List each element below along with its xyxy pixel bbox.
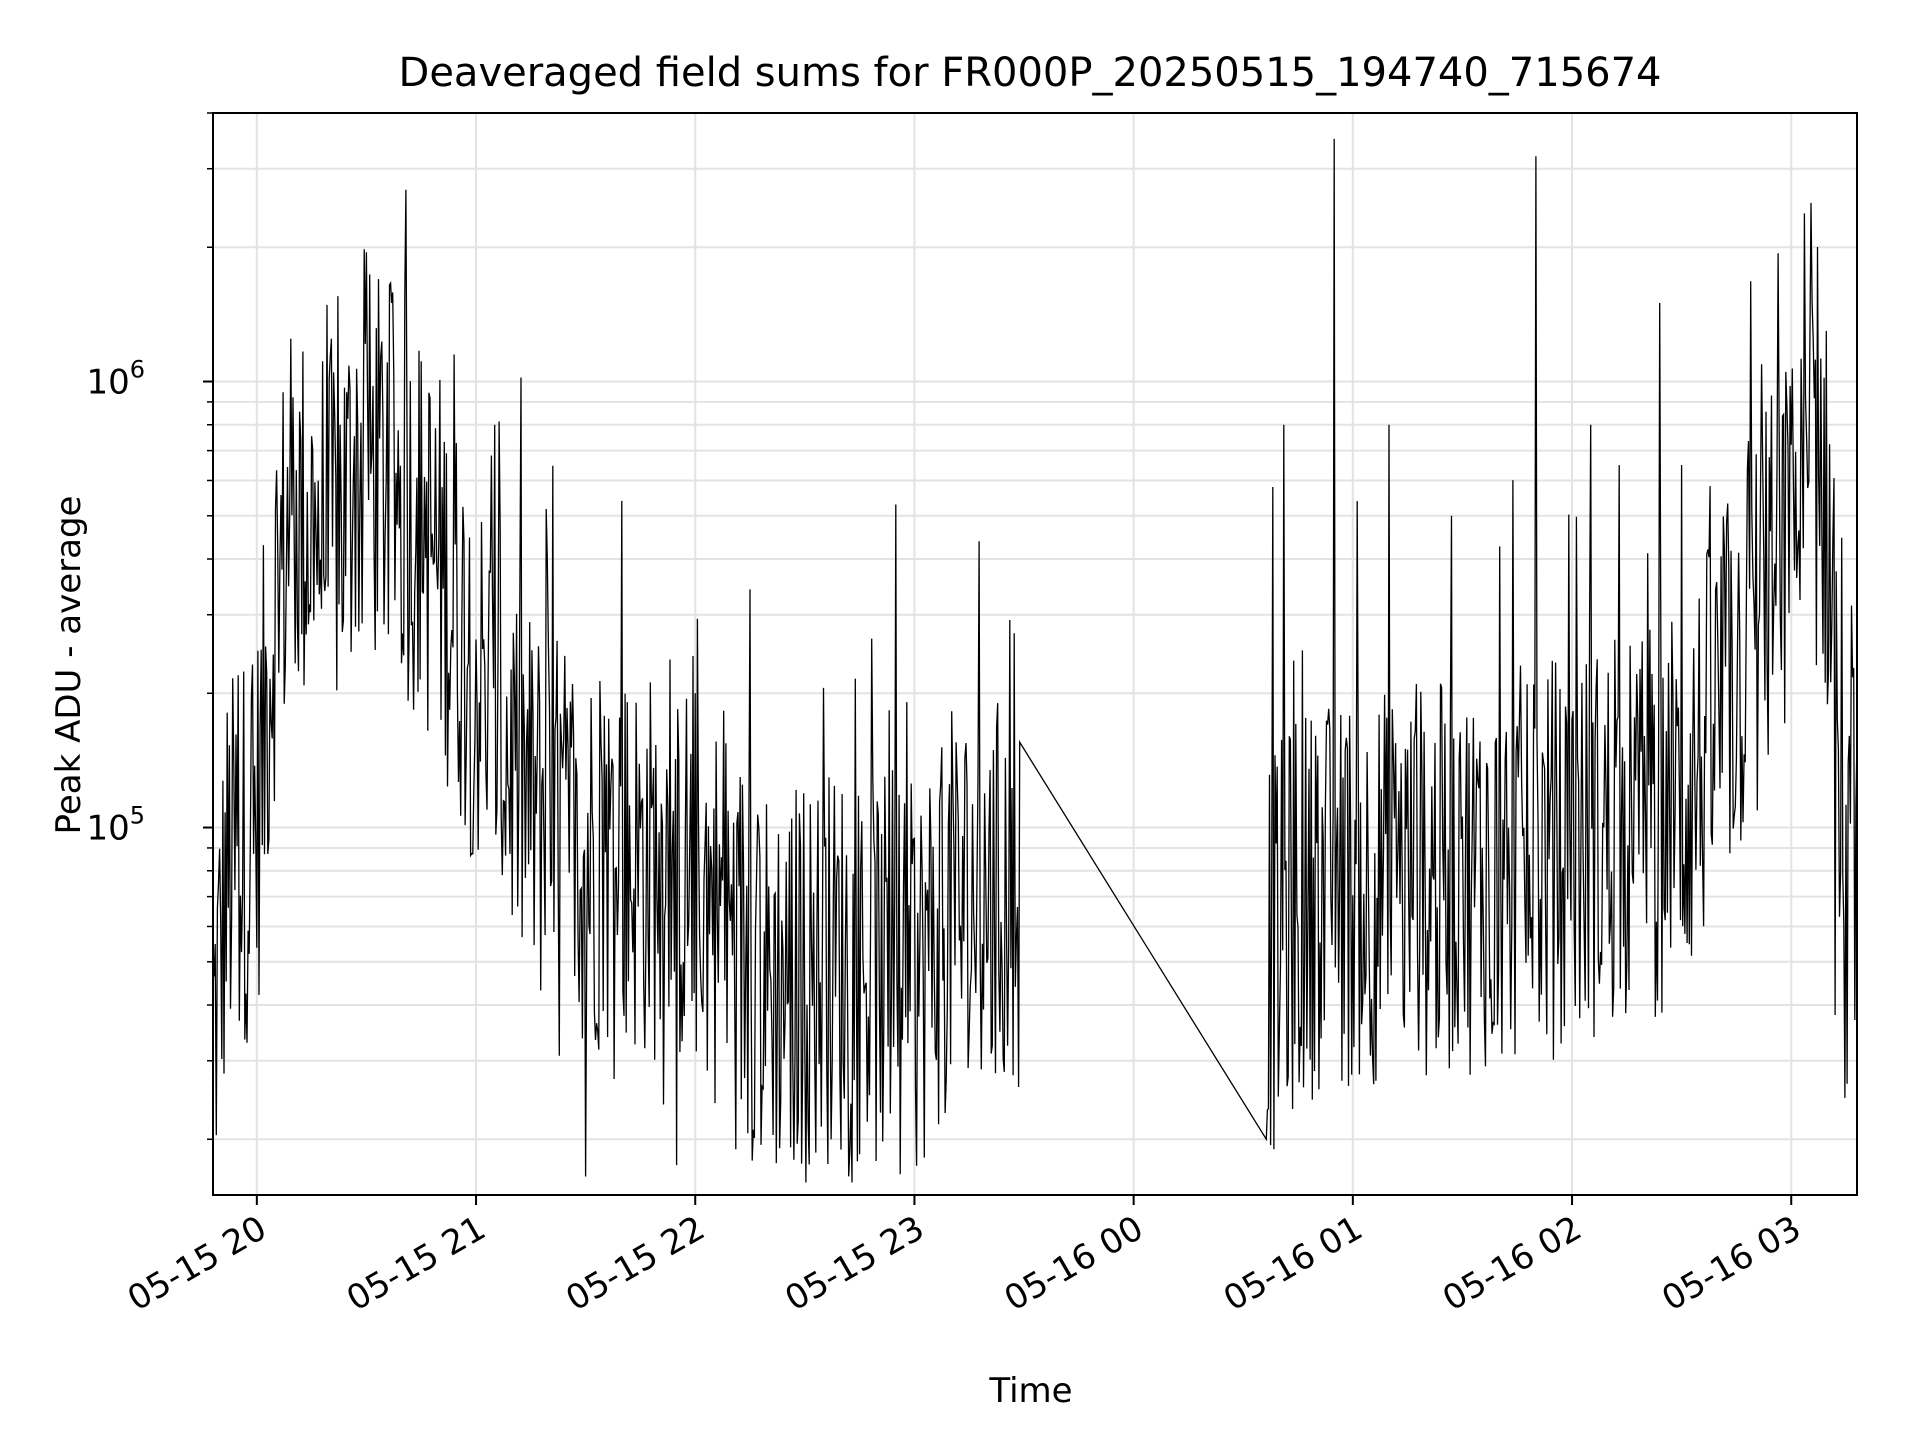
series-line	[212, 138, 1858, 1183]
x-tick-label: 05-16 02	[1436, 1208, 1588, 1319]
x-tick-label: 05-16 01	[1217, 1208, 1369, 1319]
y-tick-label: 106	[86, 356, 145, 403]
x-axis-label: Time	[988, 1371, 1072, 1411]
series	[212, 138, 1858, 1183]
grid	[213, 112, 1857, 1195]
chart-title: Deaveraged field sums for FR000P_2025051…	[399, 50, 1662, 96]
y-tick-label: 105	[86, 802, 145, 849]
y-axis: 105 106	[86, 112, 213, 1141]
x-axis: 05-15 20 05-15 21 05-15 22 05-15 23 05-16 00…	[121, 1195, 1808, 1319]
plot-frame	[212, 112, 1858, 1196]
x-tick-label: 05-15 23	[779, 1208, 931, 1319]
x-tick-label: 05-15 20	[121, 1208, 273, 1319]
y-axis-label: Peak ADU - average	[49, 496, 89, 835]
x-tick-label: 05-16 03	[1655, 1208, 1807, 1319]
x-tick-label: 05-15 21	[340, 1208, 492, 1319]
x-tick-label: 05-16 00	[998, 1208, 1150, 1319]
x-tick-label: 05-15 22	[559, 1208, 711, 1319]
